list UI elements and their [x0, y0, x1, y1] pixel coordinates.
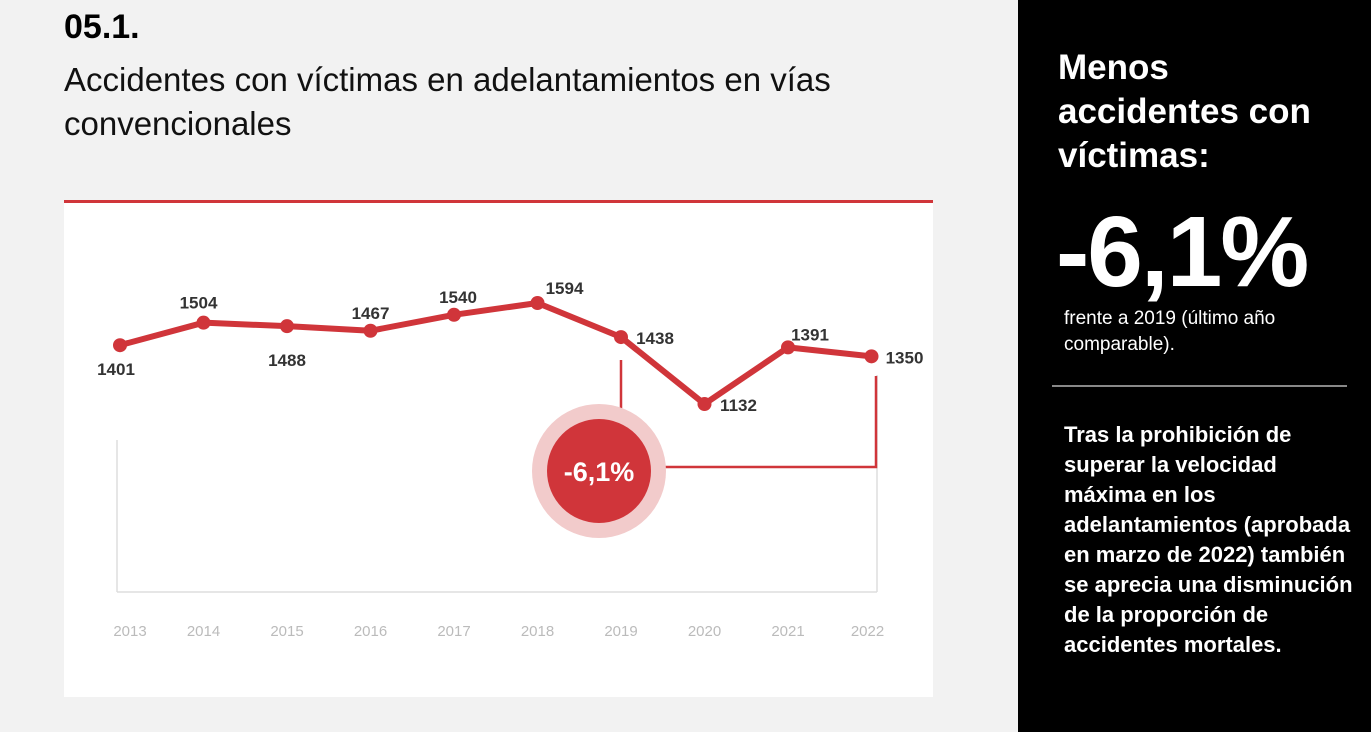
data-label-2022: 1350	[886, 348, 924, 367]
data-label-2020: 1132	[720, 396, 757, 415]
data-point-2017	[447, 307, 461, 322]
data-point-2018	[530, 296, 545, 310]
line-chart: -6,1% 1401 2013 1504 2014 1488 2015 1467 2016 15…	[97, 279, 924, 640]
data-point-2020	[697, 396, 712, 411]
x-tick-2015: 2015	[270, 623, 303, 640]
x-tick-2017: 2017	[437, 623, 470, 640]
x-tick-2019: 2019	[604, 623, 637, 640]
data-label-2013: 1401	[97, 360, 135, 379]
side-big-stat: -6,1%	[1056, 196, 1309, 308]
x-tick-2016: 2016	[354, 623, 387, 640]
data-label-2021: 1391	[791, 325, 829, 344]
x-tick-2020: 2020	[688, 623, 721, 640]
page-title: Accidentes con víctimas en adelantamient…	[64, 61, 831, 142]
data-point-2021	[781, 340, 795, 355]
section-number: 05.1.	[64, 8, 140, 46]
x-tick-2022: 2022	[851, 623, 884, 640]
side-body: Tras la prohibición de superar la veloci…	[1064, 422, 1353, 657]
data-point-2019	[614, 330, 628, 345]
data-label-2015: 1488	[268, 351, 306, 370]
data-point-2015	[280, 319, 294, 334]
data-label-2019: 1438	[636, 329, 674, 348]
data-label-2014: 1504	[180, 294, 218, 313]
data-point-2022	[864, 349, 879, 364]
side-subtext: frente a 2019 (último año comparable).	[1064, 308, 1276, 355]
annotation-text: -6,1%	[564, 457, 635, 487]
chart-card	[64, 200, 933, 697]
annotation-badge	[547, 419, 651, 523]
data-label-2016: 1467	[352, 304, 390, 323]
data-point-2016	[363, 323, 378, 338]
side-heading: Menos accidentes con víctimas:	[1058, 48, 1311, 175]
data-label-2017: 1540	[439, 288, 477, 307]
x-tick-2018: 2018	[521, 623, 554, 640]
divider	[1052, 385, 1347, 387]
series-line	[119, 300, 872, 407]
data-point-2013	[113, 338, 127, 353]
side-panel: Menos accidentes con víctimas: -6,1% fre…	[1018, 0, 1371, 732]
data-label-2018: 1594	[546, 279, 584, 298]
data-point-2014	[196, 315, 211, 330]
x-tick-2021: 2021	[771, 623, 804, 640]
chart-frame	[116, 375, 878, 593]
x-tick-2013: 2013	[113, 623, 146, 640]
x-tick-2014: 2014	[187, 623, 220, 640]
